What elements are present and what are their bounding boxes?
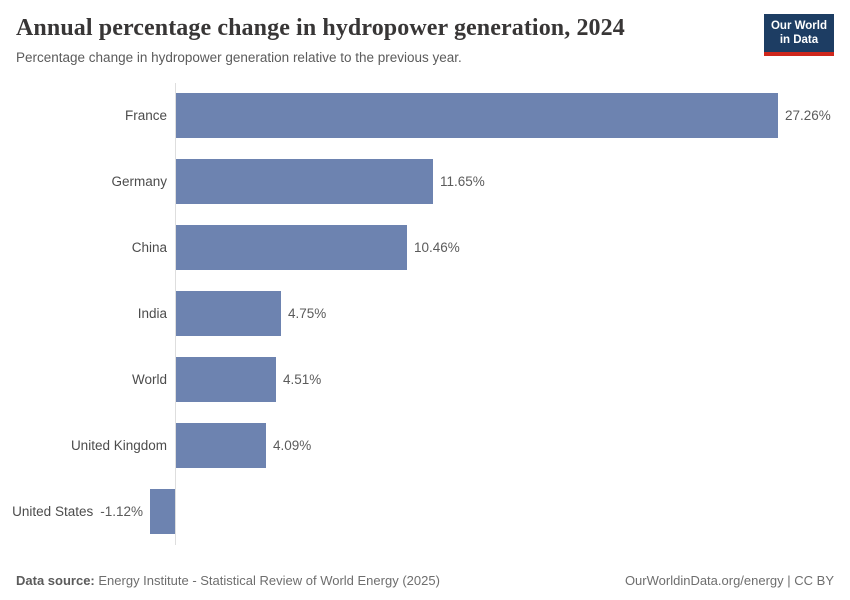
data-source-note: Data source: Energy Institute - Statisti… [16, 573, 440, 588]
owid-logo-line2: in Data [779, 34, 819, 47]
bar-row: France 27.26% [16, 83, 834, 149]
bar-row: World 4.51% [16, 347, 834, 413]
bar-row: China 10.46% [16, 215, 834, 281]
bar[interactable] [176, 92, 778, 138]
bar[interactable] [176, 158, 433, 204]
bar-row: India 4.75% [16, 281, 834, 347]
chart-title: Annual percentage change in hydropower g… [16, 15, 625, 41]
bar-chart: France 27.26% Germany 11.65% China 10.46% Indi… [12, 82, 834, 545]
header: Annual percentage change in hydropower g… [16, 14, 834, 65]
category-label: France [124, 108, 167, 124]
bar[interactable] [176, 422, 266, 468]
row-left-column: United States -1.12% [12, 479, 175, 545]
category-label: United States [12, 504, 94, 520]
bar[interactable] [176, 290, 281, 336]
row-left-column: France [16, 83, 175, 149]
row-left-column: India [16, 281, 175, 347]
owid-logo: Our World in Data [763, 14, 834, 56]
value-label: 4.51% [283, 372, 322, 388]
data-source-label: Data source: [16, 573, 95, 588]
row-left-column: Germany [16, 149, 175, 215]
footer: Data source: Energy Institute - Statisti… [16, 573, 834, 588]
category-label: China [131, 240, 167, 256]
chart-subtitle: Percentage change in hydropower generati… [16, 49, 462, 65]
row-left-column: World [16, 347, 175, 413]
license-link[interactable]: OurWorldinData.org/energy | CC BY [624, 573, 834, 588]
value-label: 10.46% [414, 240, 460, 256]
owid-logo-line1: Our World [770, 20, 827, 32]
value-label: 27.26% [785, 108, 831, 124]
row-left-column: China [16, 215, 175, 281]
category-label: World [131, 372, 167, 388]
bar[interactable] [150, 488, 175, 534]
category-label: Germany [111, 174, 167, 190]
bar[interactable] [176, 356, 276, 402]
data-source-text: Energy Institute - Statistical Review of… [98, 573, 440, 588]
value-label: -1.12% [100, 504, 143, 520]
category-label: India [137, 306, 167, 322]
bar-row: United States -1.12% [12, 479, 834, 545]
value-label: 11.65% [440, 174, 485, 190]
bar[interactable] [176, 224, 407, 270]
value-label: 4.09% [273, 438, 312, 454]
bar-row: United Kingdom 4.09% [16, 413, 834, 479]
value-label: 4.75% [288, 306, 327, 322]
row-left-column: United Kingdom [16, 413, 175, 479]
category-label: United Kingdom [70, 438, 167, 454]
bar-row: Germany 11.65% [16, 149, 834, 215]
header-text: Annual percentage change in hydropower g… [16, 14, 625, 65]
axis-line [175, 82, 176, 545]
